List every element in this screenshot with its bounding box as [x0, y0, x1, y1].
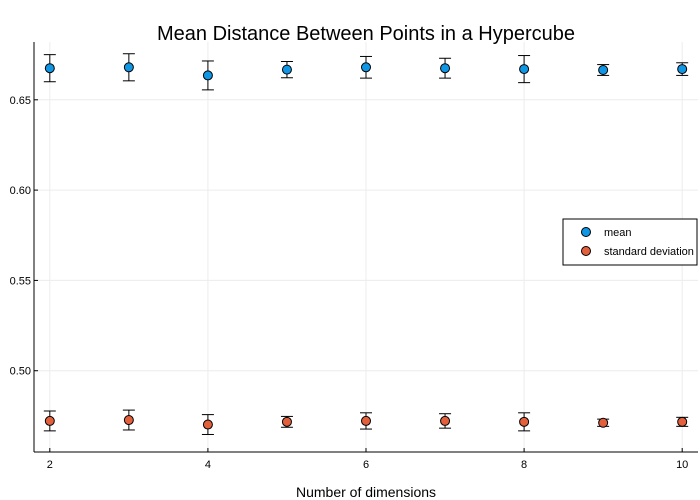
- mean-point: [440, 63, 451, 74]
- y-tick-label: 0.60: [10, 185, 31, 197]
- x-tick-label: 2: [47, 459, 53, 471]
- data-marks: [43, 53, 689, 435]
- legend-marker-mean: [581, 227, 591, 237]
- standard-deviation-point: [202, 419, 213, 430]
- y-tick-label: 0.65: [10, 95, 31, 107]
- standard-deviation-point: [361, 415, 371, 426]
- x-axis-label: Number of dimensions: [296, 484, 436, 500]
- mean-point: [123, 62, 134, 73]
- x-tick-label: 8: [521, 459, 527, 471]
- tick-labels: 2 4 6 8 10 0.50 0.55 0.60 0.65: [10, 95, 689, 471]
- y-tick-label: 0.50: [10, 366, 31, 378]
- x-tick-label: 10: [676, 459, 688, 471]
- mean-point: [519, 64, 530, 75]
- standard-deviation-point: [123, 415, 134, 426]
- mean-point: [361, 62, 371, 73]
- legend: mean standard deviation: [562, 218, 698, 266]
- axes: [33, 42, 698, 453]
- standard-deviation-point: [44, 415, 55, 426]
- legend-box: [562, 218, 698, 266]
- x-tick-label: 4: [205, 459, 211, 471]
- standard-deviation-point: [281, 416, 292, 427]
- x-tick-label: 6: [363, 459, 369, 471]
- legend-label-standard-deviation: standard deviation: [604, 246, 694, 258]
- standard-deviation-point: [598, 417, 609, 428]
- mean-point: [202, 70, 213, 81]
- chart-title: Mean Distance Between Points in a Hyperc…: [157, 23, 575, 45]
- legend-label-mean: mean: [604, 227, 632, 239]
- standard-deviation-point: [440, 415, 451, 426]
- y-tick-label: 0.55: [10, 275, 31, 287]
- standard-deviation-point: [677, 416, 688, 427]
- mean-point: [44, 63, 55, 74]
- mean-point: [281, 64, 292, 75]
- standard-deviation-point: [519, 416, 530, 427]
- mean-point: [598, 64, 609, 75]
- mean-point: [677, 64, 688, 75]
- legend-marker-standard-deviation: [581, 246, 591, 256]
